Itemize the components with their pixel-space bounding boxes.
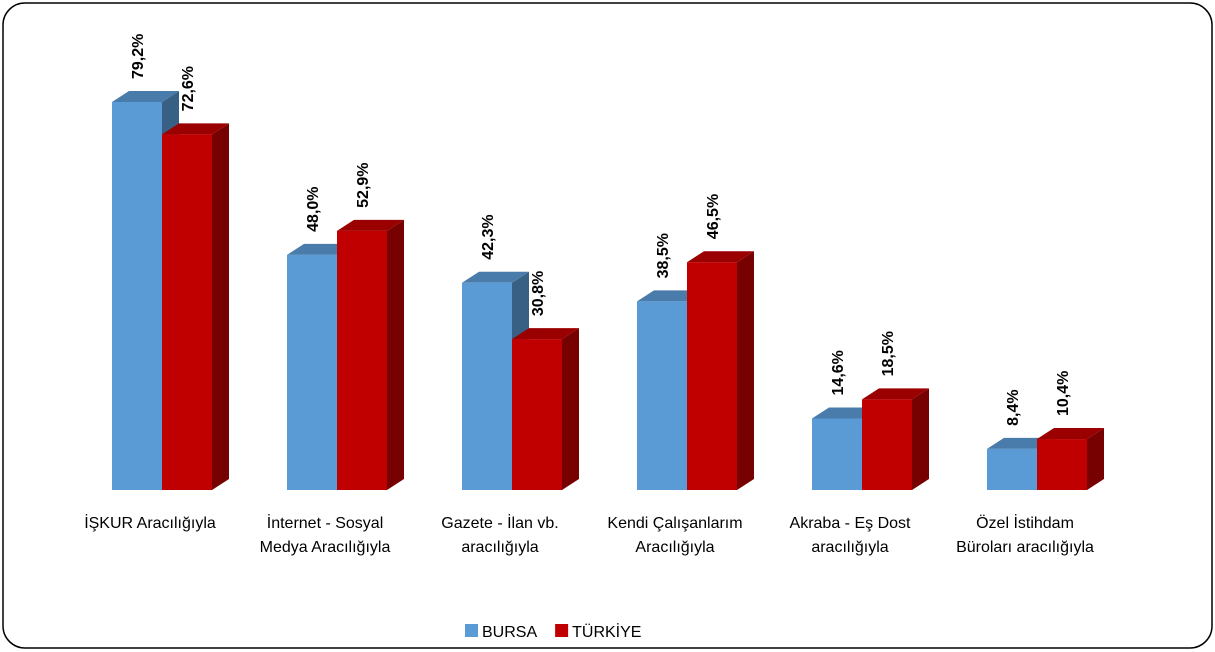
- bar-top: [112, 91, 179, 102]
- bar-top: [162, 123, 229, 135]
- data-label: 46,5%: [705, 194, 722, 239]
- data-label: 14,6%: [830, 350, 847, 395]
- bar: [637, 301, 687, 490]
- x-tick-label: Özel İstihdam Büroları aracılığıyla: [956, 515, 1094, 556]
- bar: [162, 134, 212, 491]
- data-label: 30,8%: [530, 271, 547, 316]
- data-label: 48,0%: [305, 186, 322, 231]
- bar-top: [462, 271, 529, 283]
- bar: [987, 448, 1037, 490]
- data-label: 38,5%: [655, 233, 672, 278]
- bar-top: [512, 328, 579, 340]
- bar-top: [1037, 428, 1104, 440]
- data-label: 72,6%: [180, 66, 197, 111]
- x-tick-label: İŞKUR Aracılığıyla: [84, 515, 216, 532]
- bar: [462, 282, 512, 490]
- bar-side: [387, 219, 404, 490]
- x-tick-label: Akraba - Eş Dost aracılığıyla: [789, 515, 911, 556]
- legend-label: BURSA: [482, 624, 537, 641]
- legend-swatch: [555, 624, 569, 637]
- bar: [862, 399, 912, 490]
- legend-label: TÜRKİYE: [572, 622, 641, 641]
- bar: [812, 418, 862, 490]
- bar: [512, 339, 562, 490]
- x-tick-label: İnternet - Sosyal Medya Aracılığıyla: [259, 515, 391, 556]
- data-label: 42,3%: [480, 214, 497, 259]
- data-label: 18,5%: [880, 331, 897, 376]
- bar-side: [912, 388, 929, 490]
- bar: [1037, 439, 1087, 490]
- data-label: 8,4%: [1005, 389, 1022, 425]
- bar-side: [1087, 428, 1104, 490]
- bar-side: [562, 328, 579, 490]
- bar: [287, 254, 337, 490]
- x-tick-label: Gazete - İlan vb. aracılığıyla: [441, 515, 559, 556]
- bar: [687, 262, 737, 490]
- bar-top: [687, 251, 754, 263]
- bar-side: [737, 251, 754, 490]
- bar: [112, 102, 162, 490]
- x-tick-label: Kendi Çalışanlarım Aracılığıyla: [607, 515, 743, 556]
- bar-side: [212, 123, 229, 490]
- bar: [337, 230, 387, 490]
- data-label: 52,9%: [355, 162, 372, 207]
- data-label: 79,2%: [130, 34, 147, 79]
- data-label: 10,4%: [1055, 371, 1072, 416]
- bar-top: [337, 219, 404, 231]
- legend-swatch: [465, 624, 478, 637]
- bar-top: [862, 388, 929, 400]
